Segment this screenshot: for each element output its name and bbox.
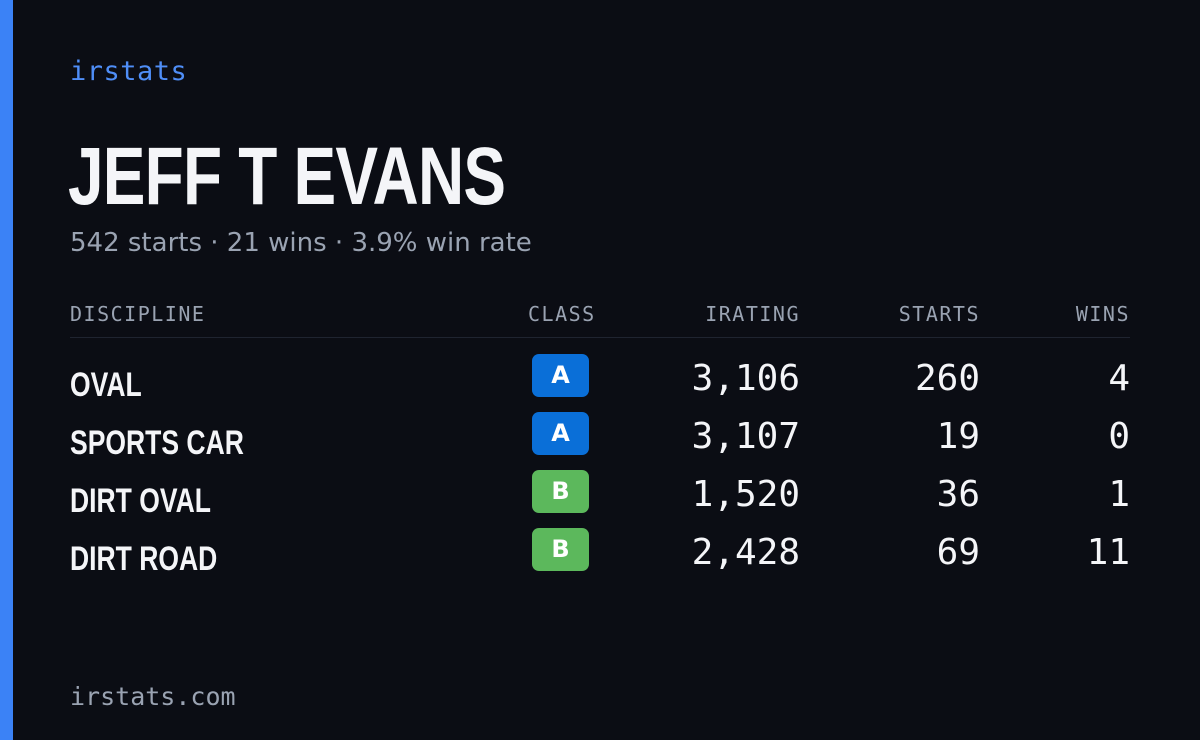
footer-url: irstats.com (70, 682, 236, 711)
header-class: CLASS (528, 302, 596, 326)
discipline-name: DIRT ROAD (70, 540, 218, 578)
table-row: DIRT OVAL B 1,520 36 1 (70, 470, 1130, 528)
irating-value: 2,428 (691, 532, 800, 573)
starts-value: 19 (936, 416, 980, 457)
brand-logo: irstats (70, 56, 188, 87)
accent-bar (0, 0, 13, 740)
class-badge: B (532, 528, 589, 571)
table-body: OVAL A 3,106 260 4 SPORTS CAR A 3,107 19… (70, 338, 1130, 586)
discipline-name: DIRT OVAL (70, 482, 211, 520)
header-wins: WINS (1075, 302, 1130, 326)
class-badge: A (532, 354, 589, 397)
wins-value: 0 (1108, 416, 1130, 457)
table-row: DIRT ROAD B 2,428 69 11 (70, 528, 1130, 586)
driver-name: JEFF T EVANS (68, 131, 506, 222)
table-row: OVAL A 3,106 260 4 (70, 354, 1130, 412)
header-starts: STARTS (898, 302, 980, 326)
wins-value: 1 (1108, 474, 1130, 515)
discipline-table: DISCIPLINE CLASS IRATING STARTS WINS OVA… (70, 298, 1130, 586)
irating-value: 3,107 (691, 416, 800, 457)
table-header: DISCIPLINE CLASS IRATING STARTS WINS (70, 298, 1130, 338)
irating-value: 1,520 (691, 474, 800, 515)
header-irating: IRATING (705, 302, 800, 326)
wins-value: 4 (1108, 358, 1130, 399)
class-badge: A (532, 412, 589, 455)
table-row: SPORTS CAR A 3,107 19 0 (70, 412, 1130, 470)
header-discipline: DISCIPLINE (70, 302, 206, 326)
irating-value: 3,106 (691, 358, 800, 399)
driver-summary: 542 starts · 21 wins · 3.9% win rate (70, 228, 532, 258)
class-badge: B (532, 470, 589, 513)
discipline-name: OVAL (70, 366, 142, 404)
wins-value: 11 (1086, 532, 1130, 573)
discipline-name: SPORTS CAR (70, 424, 244, 462)
starts-value: 69 (936, 532, 980, 573)
starts-value: 260 (914, 358, 980, 399)
starts-value: 36 (936, 474, 980, 515)
